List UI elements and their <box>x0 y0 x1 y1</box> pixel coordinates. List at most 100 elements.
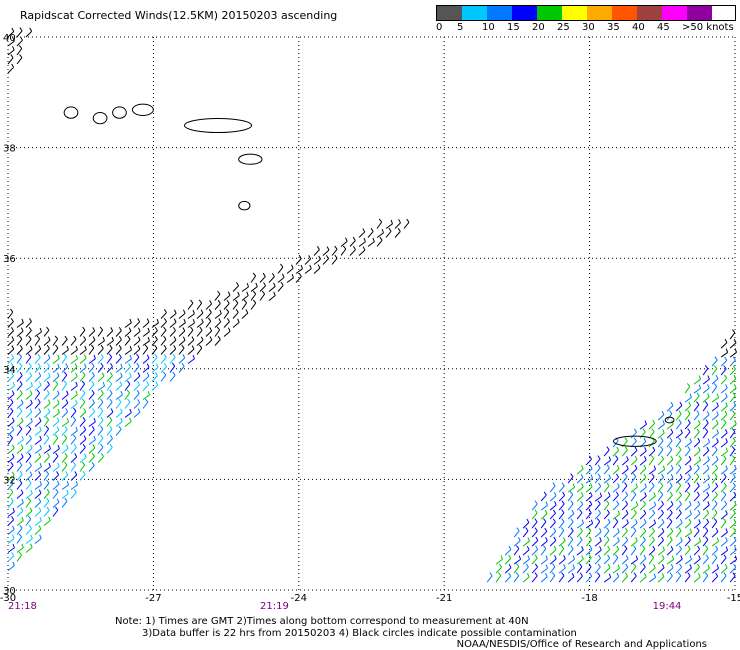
wind-barb <box>295 258 302 265</box>
wind-barb-flag <box>543 491 547 496</box>
wind-barb <box>205 330 213 337</box>
wind-barb <box>693 530 700 538</box>
wind-barb-flag <box>57 462 60 467</box>
wind-barb-flag <box>65 471 69 476</box>
wind-barb-flag <box>19 461 23 466</box>
wind-barb <box>693 387 701 394</box>
wind-barb <box>43 456 50 463</box>
wind-barb <box>241 302 248 310</box>
wind-barb <box>549 521 556 529</box>
scale-swatch <box>437 6 462 20</box>
wind-barb <box>124 392 131 400</box>
wind-barb <box>151 384 159 391</box>
wind-barb-flag <box>56 399 60 404</box>
wind-barb-flag <box>686 383 691 387</box>
wind-barb-flag <box>677 482 682 486</box>
wind-barb-flag <box>280 263 284 268</box>
wind-barb-flag <box>137 408 141 413</box>
wind-barb <box>43 466 51 472</box>
wind-barb <box>639 558 647 565</box>
wind-barb <box>151 330 158 337</box>
wind-barb-flag <box>526 545 530 551</box>
wind-barb <box>702 468 710 475</box>
color-scale-bar <box>436 5 736 21</box>
wind-barb <box>7 456 15 463</box>
wind-barb-flag <box>136 389 140 394</box>
wind-barb-flag <box>661 455 665 460</box>
wind-barb <box>187 339 195 346</box>
wind-barb-flag <box>173 318 177 323</box>
wind-barb-flag <box>732 410 736 415</box>
wind-barb <box>196 339 204 346</box>
wind-barb-flag <box>109 372 113 376</box>
wind-barb <box>648 522 656 529</box>
wind-barb <box>711 449 718 457</box>
wind-barb-flag <box>108 380 113 385</box>
wind-barb <box>25 428 32 436</box>
wind-barb <box>124 366 132 373</box>
wind-barb-flag <box>74 453 78 458</box>
wind-barb <box>52 491 59 499</box>
wind-barb-flag <box>518 537 521 542</box>
wind-barb-flag <box>110 363 113 367</box>
wind-barb-flag <box>29 507 33 512</box>
wind-barb <box>169 375 176 382</box>
wind-barb-flag <box>39 327 43 333</box>
wind-barb <box>657 558 665 565</box>
wind-barb <box>88 339 96 346</box>
wind-barb <box>97 340 105 346</box>
wind-barb <box>16 322 24 328</box>
wind-barb <box>657 423 665 430</box>
wind-barb <box>133 348 141 355</box>
wind-barb <box>61 339 68 346</box>
wind-barb-flag <box>553 545 557 550</box>
wind-barb-flag <box>689 465 692 470</box>
wind-barb <box>540 558 548 565</box>
wind-barb <box>70 437 77 445</box>
wind-barb <box>720 432 728 439</box>
wind-barb-flag <box>733 401 737 406</box>
wind-barb <box>124 383 131 391</box>
wind-barb <box>657 414 665 421</box>
wind-barb-flag <box>580 492 584 497</box>
wind-barb-flag <box>579 536 583 541</box>
wind-barb <box>684 386 691 394</box>
wind-barb-flag <box>74 471 78 476</box>
wind-barb-flag <box>200 336 204 341</box>
wind-barb <box>385 231 392 238</box>
wind-barb <box>115 421 123 427</box>
wind-barb <box>720 360 728 367</box>
scale-swatch <box>687 6 712 20</box>
wind-barb-flag <box>252 299 257 304</box>
wind-barb <box>702 450 710 457</box>
wind-barb <box>621 548 628 556</box>
wind-barb-flag <box>634 446 638 451</box>
wind-barb-flag <box>128 327 132 332</box>
wind-barb-flag <box>163 318 167 322</box>
wind-barb-flag <box>217 335 221 340</box>
wind-barb-flag <box>11 534 15 539</box>
wind-barb <box>603 503 610 511</box>
wind-barb <box>594 521 601 529</box>
wind-barb-flag <box>590 519 594 524</box>
wind-barb-flag <box>560 545 565 549</box>
wind-barb <box>88 358 96 364</box>
wind-barb-flag <box>589 464 593 469</box>
wind-barb <box>7 393 15 400</box>
wind-barb-flag <box>534 500 538 505</box>
wind-barb <box>684 522 692 529</box>
wind-barb-flag <box>679 519 683 524</box>
wind-barb <box>403 221 410 229</box>
wind-barb-flag <box>670 500 674 505</box>
wind-barb <box>567 539 574 547</box>
wind-barb-flag <box>696 464 700 469</box>
wind-barb-flag <box>653 573 657 578</box>
wind-barb-flag <box>127 380 131 385</box>
wind-barb <box>594 531 602 538</box>
wind-barb-flag <box>689 564 692 569</box>
wind-barb <box>25 385 33 391</box>
wind-barb-flag <box>696 473 700 477</box>
wind-barb-flag <box>57 444 60 449</box>
wind-barb <box>711 368 718 376</box>
wind-barb-flag <box>56 471 60 476</box>
